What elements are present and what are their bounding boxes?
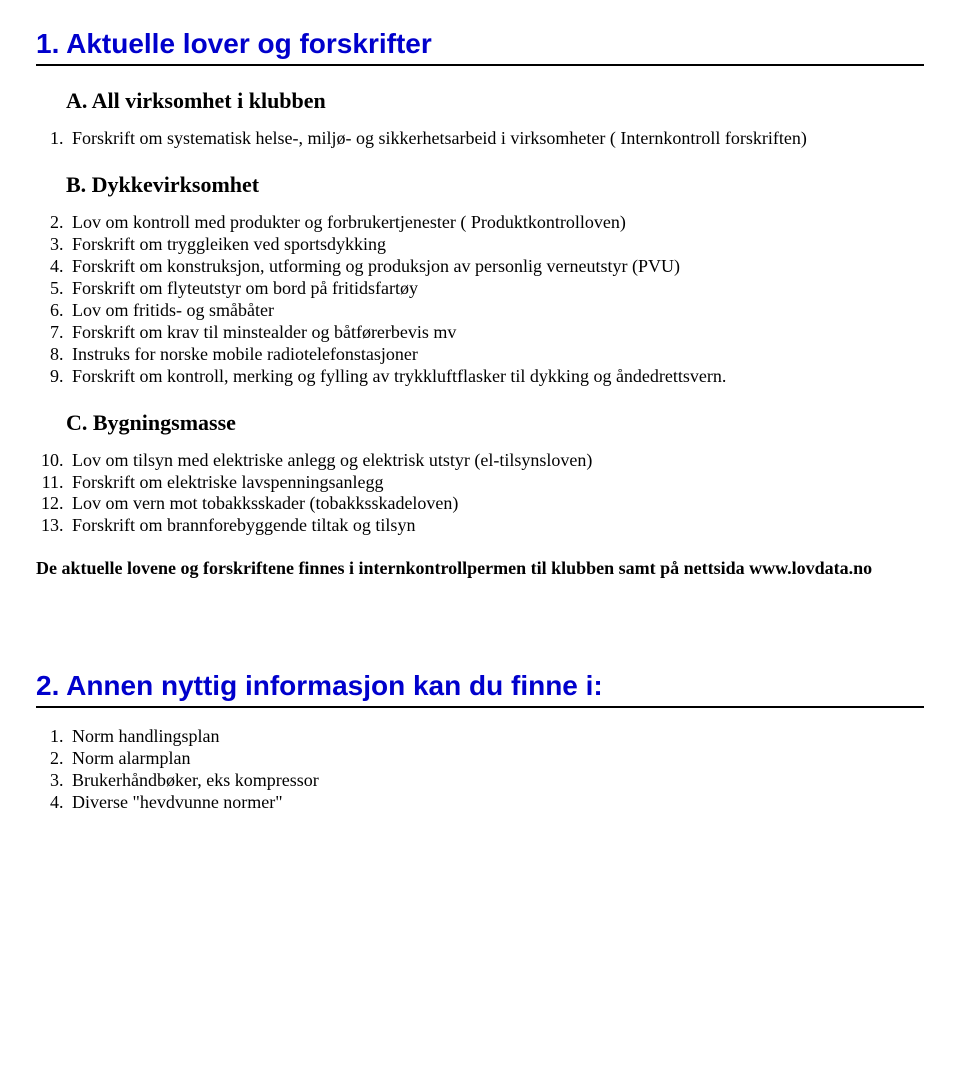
list-item: Lov om kontroll med produkter og forbruk… (68, 212, 924, 234)
list-item: Forskrift om elektriske lavspenningsanle… (68, 472, 924, 494)
list-item: Lov om tilsyn med elektriske anlegg og e… (68, 450, 924, 472)
list-c: Lov om tilsyn med elektriske anlegg og e… (48, 450, 924, 538)
list-item: Forskrift om konstruksjon, utforming og … (68, 256, 924, 278)
subsection-a-title: A. All virksomhet i klubben (66, 88, 924, 114)
list-2: Norm handlingsplan Norm alarmplan Bruker… (48, 726, 924, 814)
section-1-underline (36, 64, 924, 66)
list-item: Lov om vern mot tobakksskader (tobakkssk… (68, 493, 924, 515)
list-item: Forskrift om flyteutstyr om bord på frit… (68, 278, 924, 300)
subsection-b-title: B. Dykkevirksomhet (66, 172, 924, 198)
list-item: Norm handlingsplan (68, 726, 924, 748)
section-1-footer: De aktuelle lovene og forskriftene finne… (36, 557, 924, 580)
list-a: Forskrift om systematisk helse-, miljø- … (48, 128, 924, 150)
spacer (36, 580, 924, 670)
list-item: Instruks for norske mobile radiotelefons… (68, 344, 924, 366)
list-item: Forskrift om systematisk helse-, miljø- … (68, 128, 924, 150)
list-item: Norm alarmplan (68, 748, 924, 770)
list-b: Lov om kontroll med produkter og forbruk… (48, 212, 924, 388)
list-item: Brukerhåndbøker, eks kompressor (68, 770, 924, 792)
list-item: Forskrift om kontroll, merking og fyllin… (68, 366, 924, 388)
section-1-title: 1. Aktuelle lover og forskrifter (36, 28, 924, 60)
subsection-c-title: C. Bygningsmasse (66, 410, 924, 436)
section-2-title: 2. Annen nyttig informasjon kan du finne… (36, 670, 924, 702)
list-item: Forskrift om brannforebyggende tiltak og… (68, 515, 924, 537)
list-item: Forskrift om krav til minstealder og båt… (68, 322, 924, 344)
section-2-underline (36, 706, 924, 708)
list-item: Diverse "hevdvunne normer" (68, 792, 924, 814)
list-item: Forskrift om tryggleiken ved sportsdykki… (68, 234, 924, 256)
list-item: Lov om fritids- og småbåter (68, 300, 924, 322)
